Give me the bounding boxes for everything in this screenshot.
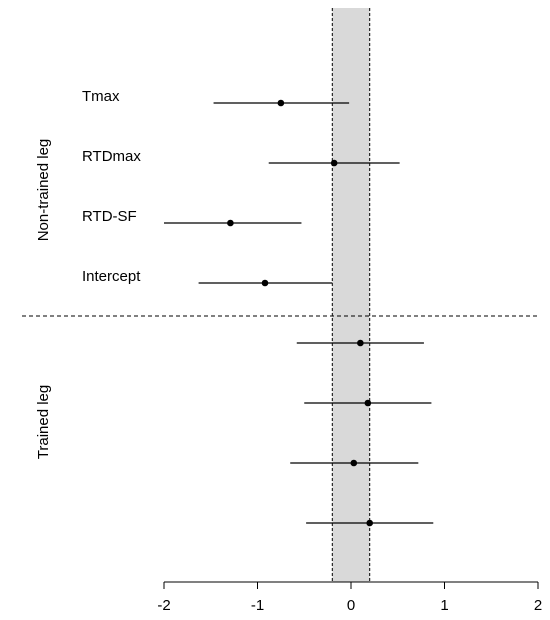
group-0-row-3-label: Intercept: [82, 268, 141, 285]
group-label-1: Trained leg: [35, 385, 52, 460]
x-tick-label-4: 2: [534, 597, 542, 614]
group-0-row-1-estimate-point: [330, 159, 338, 167]
x-tick-label-2: 0: [347, 597, 355, 614]
group-0-row-0-estimate-point: [277, 99, 285, 107]
group-1-row-2-estimate-point: [350, 459, 358, 467]
group-0-row-3-estimate-point: [261, 279, 269, 287]
group-label-0: Non-trained leg: [35, 139, 52, 242]
x-tick-label-3: 1: [440, 597, 448, 614]
group-1-row-0-estimate-point: [357, 339, 364, 347]
group-1-row-3-estimate-point: [366, 519, 374, 527]
x-tick-label-1: -1: [251, 597, 264, 614]
group-0-row-2-label: RTD-SF: [82, 208, 137, 225]
x-tick-label-0: -2: [157, 597, 170, 614]
group-0-row-0-label: Tmax: [82, 88, 120, 105]
group-1-row-1-estimate-point: [364, 399, 372, 407]
reference-band: [332, 8, 370, 582]
group-0-row-1-label: RTDmax: [82, 148, 141, 165]
group-0-row-2-estimate-point: [227, 219, 234, 227]
